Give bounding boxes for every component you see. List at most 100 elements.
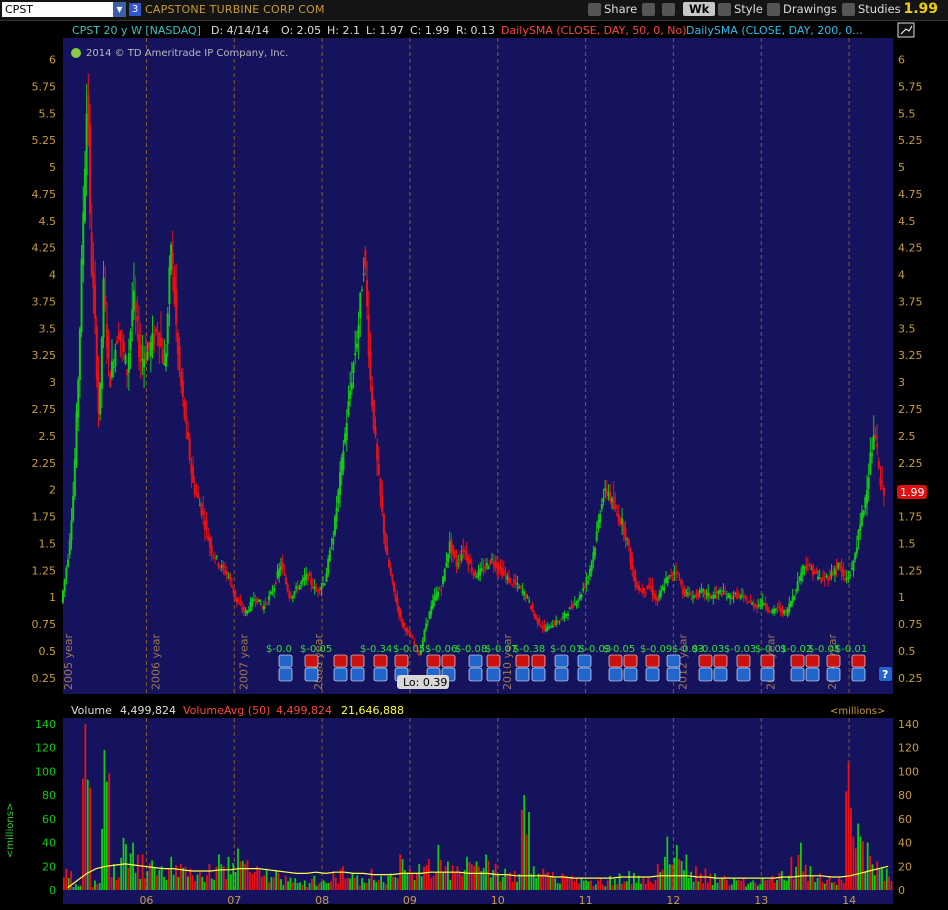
candle-body — [291, 595, 294, 599]
price-tick-left: 3.5 — [39, 322, 57, 335]
volume-bar — [177, 877, 180, 890]
volume-bar — [571, 875, 573, 890]
dividend-label: $-0.03 — [672, 644, 704, 655]
copyright-text: 2014 © TD Ameritrade IP Company, Inc. — [86, 48, 288, 59]
link-group-badge[interactable]: 3 — [129, 3, 141, 16]
chart-canvas[interactable]: 6 5.75 5.5 5.25 5 4.75 4.5 4.25 4 3.75 3.5 3.25 3 2.7… — [0, 20, 948, 910]
volume-bar — [666, 836, 669, 890]
volume-bar — [210, 878, 213, 890]
volume-bar — [213, 879, 216, 890]
candle-body — [879, 477, 882, 486]
candle-body — [430, 606, 433, 615]
volume-bar — [509, 872, 511, 890]
volume-bar — [492, 870, 495, 890]
volume-bar — [430, 878, 433, 890]
price-marker: 1.99 — [900, 486, 925, 499]
volume-bar — [499, 881, 502, 890]
candle-body — [220, 565, 223, 568]
candle-body — [808, 563, 811, 566]
volume-bar — [644, 883, 647, 890]
volume-bar — [635, 882, 638, 890]
candle-body — [594, 547, 597, 556]
pencil-tool-button[interactable] — [662, 1, 678, 18]
volume-tick-left: 40 — [42, 837, 56, 850]
candle-body — [396, 598, 399, 607]
event-icon — [713, 667, 728, 682]
volume-bar — [351, 873, 354, 890]
x-tick-label: 07 — [227, 894, 241, 907]
candle-body — [186, 431, 189, 439]
volume-bar — [392, 876, 394, 890]
volume-bar — [768, 879, 771, 890]
candle-body — [163, 362, 166, 366]
candle-body — [89, 124, 92, 214]
volume-bar — [396, 878, 399, 890]
volume-bar — [797, 854, 800, 890]
style-button[interactable]: Style — [718, 1, 763, 18]
candle-body — [281, 562, 284, 570]
header-sma200[interactable]: DailySMA (CLOSE, DAY, 200, 0... — [686, 24, 863, 37]
volume-bar — [234, 871, 237, 890]
candle-body — [318, 588, 321, 591]
volume-bar — [89, 787, 92, 890]
period-button[interactable]: Wk — [683, 1, 716, 18]
volume-bar — [618, 873, 621, 890]
candle-body — [212, 555, 215, 557]
candle-body — [697, 592, 700, 598]
candle-body — [612, 497, 615, 509]
volume-bar — [633, 873, 635, 890]
header-date: D: 4/14/14 — [211, 24, 269, 37]
volume-bar — [690, 871, 693, 890]
crosshair-tool-button[interactable] — [642, 1, 658, 18]
candle-body — [249, 601, 252, 611]
symbol-input[interactable]: CPST ▼ — [2, 2, 126, 17]
candle-body — [320, 586, 323, 590]
candle-body — [445, 562, 448, 567]
candle-body — [798, 578, 801, 580]
volume-bar — [616, 884, 619, 890]
candle-body — [749, 600, 752, 602]
candle-body — [616, 513, 619, 515]
candle-body — [364, 249, 367, 268]
candle-body — [653, 593, 656, 599]
candle-body — [759, 605, 762, 607]
candle-body — [639, 590, 642, 592]
share-button[interactable]: Share — [588, 1, 637, 18]
candle-body — [428, 611, 431, 620]
candle-body — [545, 628, 548, 632]
candle-body — [354, 353, 357, 356]
volume-bar — [528, 812, 530, 890]
volume-bar — [153, 866, 156, 890]
chevron-down-icon[interactable]: ▼ — [113, 2, 126, 17]
price-panel[interactable] — [63, 22, 893, 694]
candle-body — [818, 578, 821, 580]
candle-body — [832, 573, 835, 575]
dividend-markers[interactable]: ?$-0.0 $-0.05 $-0.34 $-0.05 $-0.06$-0.08$-0.… — [266, 644, 892, 682]
volume-bar — [742, 878, 745, 890]
candle-body — [646, 585, 649, 590]
volume-bar — [463, 870, 466, 890]
earnings-icon — [531, 654, 546, 668]
earnings-icon — [350, 654, 365, 668]
volume-bar — [485, 854, 487, 890]
header-sma50[interactable]: DailySMA (CLOSE, DAY, 50, 0, No) — [501, 24, 687, 37]
earnings-icon — [736, 654, 751, 668]
candle-body — [149, 342, 152, 357]
volume-avg-label[interactable]: VolumeAvg (50) — [183, 704, 270, 717]
volume-bar — [869, 856, 871, 890]
dividend-label: $-0.01 — [808, 644, 840, 655]
candle-body — [129, 331, 132, 351]
candle-body — [573, 602, 576, 605]
candle-body — [387, 559, 390, 568]
drawings-button[interactable]: Drawings — [767, 1, 837, 18]
header-close: C: 1.99 — [410, 24, 449, 37]
volume-bar — [556, 883, 559, 890]
volume-bar — [704, 868, 707, 890]
candle-body — [668, 575, 671, 577]
dividend-icon — [666, 654, 681, 668]
volume-bar — [537, 873, 540, 890]
chart-settings-button[interactable] — [897, 22, 915, 38]
candle-body — [796, 581, 799, 591]
studies-button[interactable]: Studies — [842, 1, 901, 18]
candle-body — [197, 493, 200, 498]
